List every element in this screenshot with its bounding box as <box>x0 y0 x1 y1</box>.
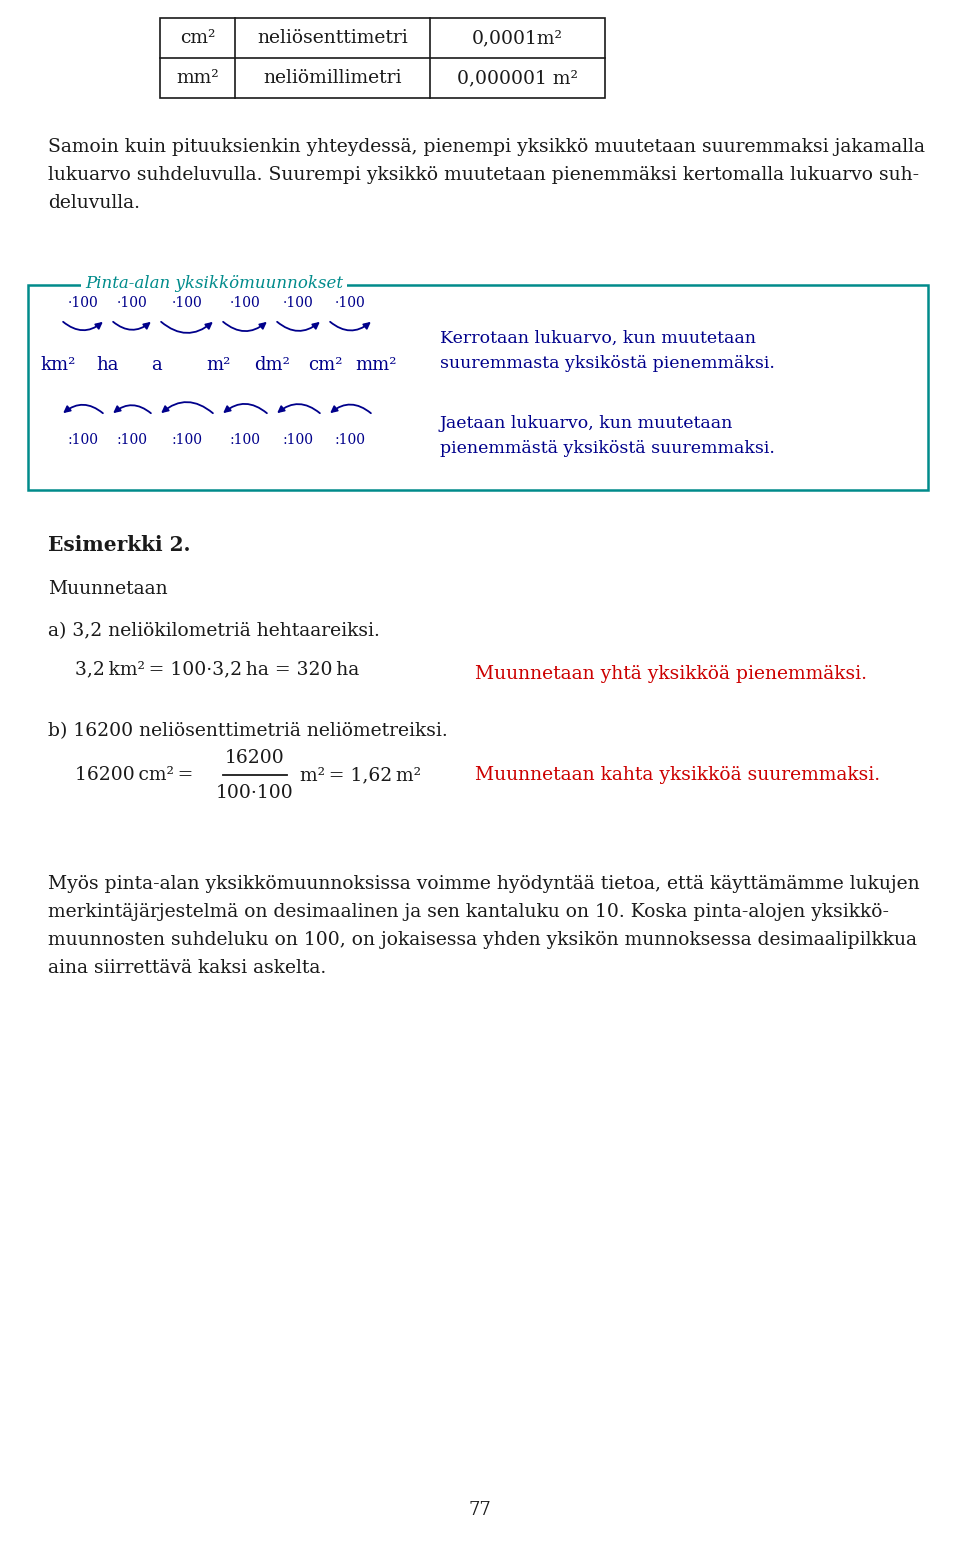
Text: dm²: dm² <box>254 356 290 374</box>
Text: :100: :100 <box>116 433 148 447</box>
Text: 0,0001m²: 0,0001m² <box>472 29 563 46</box>
Text: :100: :100 <box>229 433 260 447</box>
Text: cm²: cm² <box>308 356 343 374</box>
Text: deluvulla.: deluvulla. <box>48 193 140 212</box>
Text: 0,000001 m²: 0,000001 m² <box>457 70 578 87</box>
Text: Samoin kuin pituuksienkin yhteydessä, pienempi yksikkö muutetaan suuremmaksi jak: Samoin kuin pituuksienkin yhteydessä, pi… <box>48 138 925 156</box>
Text: cm²: cm² <box>180 29 215 46</box>
Text: km²: km² <box>40 356 76 374</box>
Text: Pinta-alan yksikkömuunnokset: Pinta-alan yksikkömuunnokset <box>85 275 343 292</box>
Text: :100: :100 <box>335 433 366 447</box>
Text: 16200 cm² =: 16200 cm² = <box>75 766 193 784</box>
Text: Muunnetaan yhtä yksikköä pienemmäksi.: Muunnetaan yhtä yksikköä pienemmäksi. <box>475 665 867 682</box>
Text: :100: :100 <box>172 433 203 447</box>
Text: a) 3,2 neliökilometriä hehtaareiksi.: a) 3,2 neliökilometriä hehtaareiksi. <box>48 622 380 640</box>
Text: ·100: ·100 <box>116 295 148 309</box>
Text: ·100: ·100 <box>172 295 203 309</box>
Text: b) 16200 neliösenttimetriä neliömetreiksi.: b) 16200 neliösenttimetriä neliömetreiks… <box>48 722 447 739</box>
Text: neliömillimetri: neliömillimetri <box>263 70 401 87</box>
Text: muunnosten suhdeluku on 100, on jokaisessa yhden yksikön munnoksessa desimaalipi: muunnosten suhdeluku on 100, on jokaises… <box>48 931 917 948</box>
Text: lukuarvo suhdeluvulla. Suurempi yksikkö muutetaan pienemmäksi kertomalla lukuarv: lukuarvo suhdeluvulla. Suurempi yksikkö … <box>48 166 919 184</box>
Text: m² = 1,62 m²: m² = 1,62 m² <box>300 766 421 784</box>
Text: Kerrotaan lukuarvo, kun muutetaan
suuremmasta yksiköstä pienemmäksi.: Kerrotaan lukuarvo, kun muutetaan suurem… <box>440 330 775 371</box>
Text: :100: :100 <box>283 433 314 447</box>
Text: ·100: ·100 <box>335 295 366 309</box>
Text: merkintäjärjestelmä on desimaalinen ja sen kantaluku on 10. Koska pinta-alojen y: merkintäjärjestelmä on desimaalinen ja s… <box>48 903 889 920</box>
Text: 77: 77 <box>468 1501 492 1519</box>
Text: neliösenttimetri: neliösenttimetri <box>257 29 408 46</box>
Text: Myös pinta-alan yksikkömuunnoksissa voimme hyödyntää tietoa, että käyttämämme lu: Myös pinta-alan yksikkömuunnoksissa voim… <box>48 876 920 893</box>
Text: 16200: 16200 <box>226 749 285 767</box>
Text: ·100: ·100 <box>283 295 314 309</box>
Text: 3,2 km² = 100·3,2 ha = 320 ha: 3,2 km² = 100·3,2 ha = 320 ha <box>75 661 359 678</box>
Text: ha: ha <box>97 356 119 374</box>
Text: a: a <box>151 356 161 374</box>
Text: ·100: ·100 <box>229 295 260 309</box>
Text: Jaetaan lukuarvo, kun muutetaan
pienemmästä yksiköstä suuremmaksi.: Jaetaan lukuarvo, kun muutetaan pienemmä… <box>440 415 775 456</box>
Text: mm²: mm² <box>177 70 219 87</box>
Text: m²: m² <box>205 356 230 374</box>
Text: Muunnetaan kahta yksikköä suuremmaksi.: Muunnetaan kahta yksikköä suuremmaksi. <box>475 766 880 784</box>
Text: Muunnetaan: Muunnetaan <box>48 580 168 599</box>
Text: aina siirrettävä kaksi askelta.: aina siirrettävä kaksi askelta. <box>48 959 326 978</box>
Text: :100: :100 <box>67 433 99 447</box>
Text: Esimerkki 2.: Esimerkki 2. <box>48 535 190 555</box>
Text: 100·100: 100·100 <box>216 784 294 801</box>
Text: ·100: ·100 <box>67 295 98 309</box>
Text: mm²: mm² <box>355 356 396 374</box>
